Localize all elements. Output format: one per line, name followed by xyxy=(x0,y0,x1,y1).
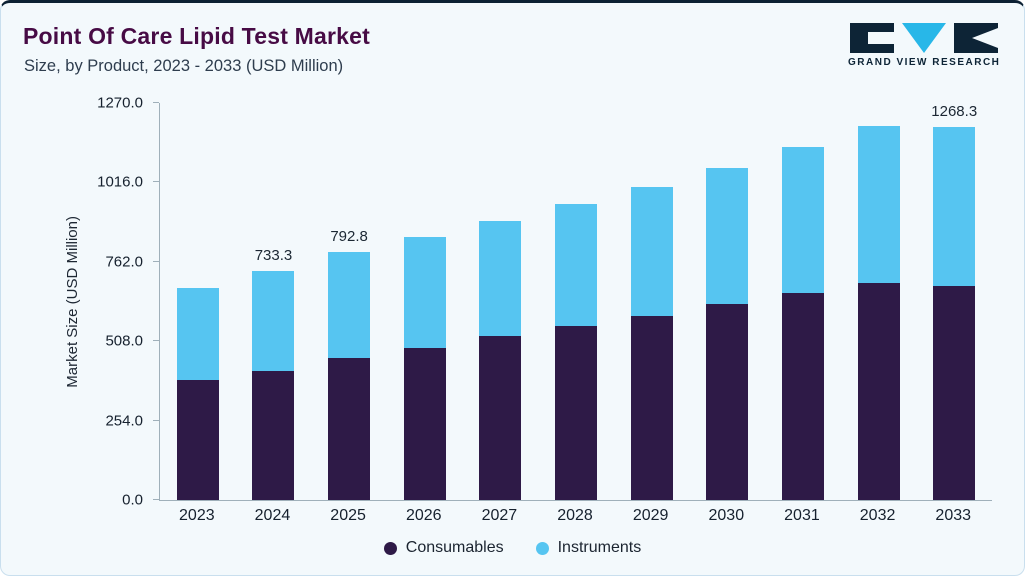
bar-2029 xyxy=(630,186,673,500)
bar-total-label-2025: 792.8 xyxy=(330,228,368,246)
bar-2026 xyxy=(403,237,446,500)
bar-segment-consumables-2023 xyxy=(176,379,219,500)
bar-2030 xyxy=(706,167,749,500)
legend-label-consumables: Consumables xyxy=(405,539,504,556)
bar-segment-consumables-2032 xyxy=(857,282,900,500)
y-tick-label: 0.0 xyxy=(122,491,143,509)
x-tick-label-2024: 2024 xyxy=(254,507,291,524)
y-tick-label: 762.0 xyxy=(105,253,143,271)
x-tick-label-2028: 2028 xyxy=(557,507,593,524)
brand-logo-icon xyxy=(850,23,998,53)
y-tick-mark xyxy=(153,499,159,500)
bar-group-2026 xyxy=(387,103,463,500)
bar-segment-consumables-2029 xyxy=(630,315,673,500)
bar-group-2030 xyxy=(689,103,765,500)
y-tick-label: 1016.0 xyxy=(97,173,143,191)
bar-group-2031 xyxy=(765,103,841,500)
y-tick-mark xyxy=(153,181,159,183)
bar-segment-instruments-2028 xyxy=(555,204,598,326)
x-tick-label-2029: 2029 xyxy=(632,507,669,524)
bar-2027 xyxy=(479,221,522,500)
bar-segment-consumables-2024 xyxy=(252,370,295,500)
y-axis: 0.0 254.0 508.0 762.0 1016.0 1270.0 xyxy=(1,95,159,509)
bar-segment-consumables-2025 xyxy=(328,358,371,500)
bar-2025 xyxy=(328,252,371,500)
bar-segment-consumables-2026 xyxy=(403,347,446,500)
bar-2023 xyxy=(176,287,219,500)
legend-label-instruments: Instruments xyxy=(557,539,642,556)
bar-segment-instruments-2029 xyxy=(630,186,673,316)
bar-group-2024: 733.3 xyxy=(236,103,312,500)
bar-2031 xyxy=(781,147,824,500)
bar-2028 xyxy=(555,204,598,500)
legend-swatch-instruments xyxy=(535,541,549,555)
bar-segment-instruments-2023 xyxy=(176,287,219,380)
x-tick-label-2026: 2026 xyxy=(405,507,442,524)
brand-logo: GRAND VIEW RESEARCH xyxy=(848,23,1000,68)
bar-segment-instruments-2033 xyxy=(933,127,976,286)
bar-total-label-2024: 733.3 xyxy=(254,246,293,264)
bar-segment-instruments-2025 xyxy=(328,252,371,359)
y-tick-label: 508.0 xyxy=(105,332,143,350)
bar-group-2033: 1268.3 xyxy=(916,103,992,500)
bar-segment-instruments-2027 xyxy=(479,221,522,337)
bar-total-label-2033: 1268.3 xyxy=(931,103,978,120)
legend: Consumables Instruments xyxy=(1,539,1024,557)
x-tick-label-2031: 2031 xyxy=(784,507,820,524)
x-tick-label-2030: 2030 xyxy=(708,507,745,524)
y-tick-label: 254.0 xyxy=(105,412,143,430)
bar-segment-instruments-2031 xyxy=(781,147,824,294)
plot-area: 733.3 792.8 1268.3 xyxy=(159,103,992,501)
bar-group-2023 xyxy=(160,103,236,500)
y-tick-mark xyxy=(153,102,159,103)
chart-subtitle: Size, by Product, 2023 - 2033 (USD Milli… xyxy=(24,57,344,75)
bar-2033 xyxy=(933,127,976,500)
bar-segment-consumables-2028 xyxy=(555,325,598,500)
bar-group-2025: 792.8 xyxy=(311,103,387,500)
bar-group-2028 xyxy=(538,103,614,500)
bar-segment-consumables-2027 xyxy=(479,336,522,500)
y-tick-mark xyxy=(153,260,159,262)
x-tick-label-2027: 2027 xyxy=(481,507,518,524)
bar-segment-instruments-2030 xyxy=(706,167,749,305)
x-tick-label-2032: 2032 xyxy=(859,507,896,524)
x-axis: 2023 2024 2025 2026 2027 2028 2029 2030 2031 2032… xyxy=(159,507,991,525)
x-tick-label-2033: 2033 xyxy=(935,507,972,524)
bar-group-2029 xyxy=(614,103,690,500)
bar-segment-instruments-2032 xyxy=(857,126,900,283)
page-title: Point Of Care Lipid Test Market xyxy=(23,23,370,49)
legend-item-consumables: Consumables xyxy=(383,539,504,557)
legend-swatch-consumables xyxy=(383,541,397,555)
brand-logo-text: GRAND VIEW RESEARCH xyxy=(848,57,1001,68)
x-tick-label-2025: 2025 xyxy=(330,507,366,524)
x-tick-label-2023: 2023 xyxy=(179,507,215,524)
bar-segment-consumables-2030 xyxy=(706,304,749,500)
bar-segment-instruments-2024 xyxy=(252,270,295,371)
y-tick-mark xyxy=(153,419,159,421)
bar-2032 xyxy=(857,126,900,500)
bar-2024 xyxy=(252,270,295,500)
bar-group-2032 xyxy=(841,103,917,500)
bar-group-2027 xyxy=(463,103,539,500)
y-tick-label: 1270.0 xyxy=(97,94,143,112)
legend-item-instruments: Instruments xyxy=(535,539,642,557)
bar-segment-consumables-2031 xyxy=(781,293,824,500)
bar-segment-consumables-2033 xyxy=(933,285,976,500)
bar-segment-instruments-2026 xyxy=(403,237,446,348)
y-tick-mark xyxy=(153,340,159,342)
